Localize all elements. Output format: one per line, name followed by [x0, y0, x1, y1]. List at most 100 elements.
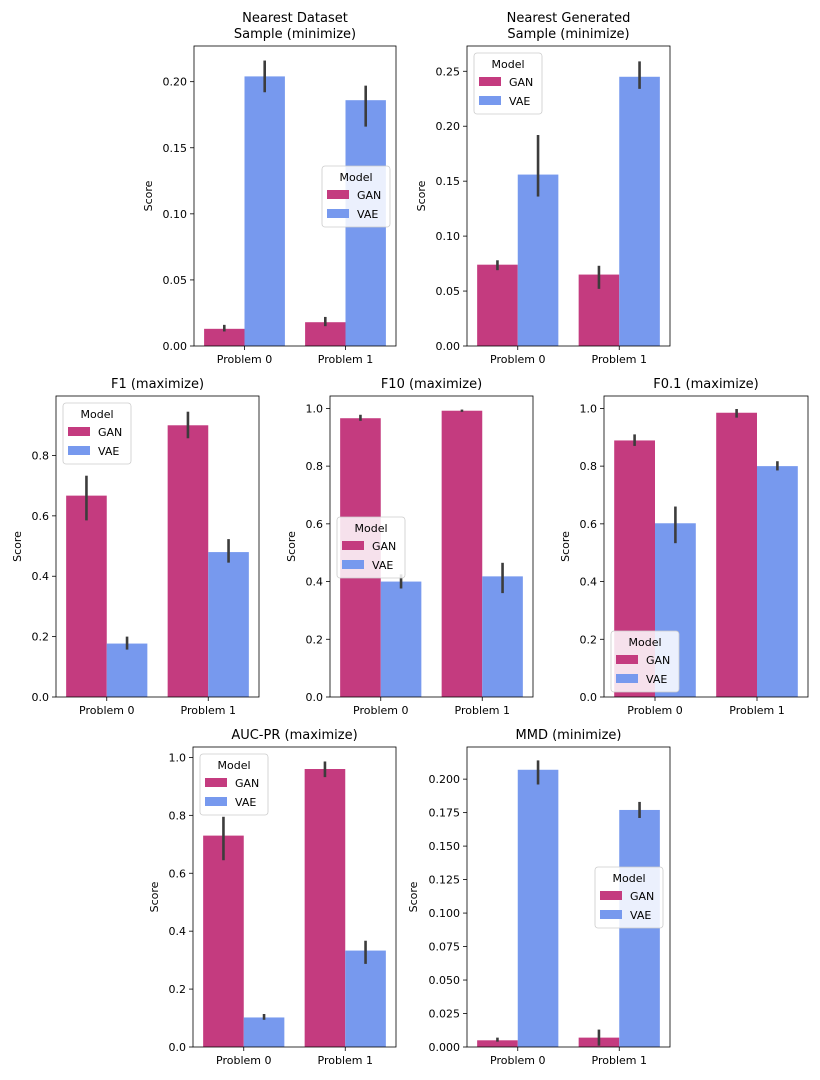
y-tick-label: 0.20 — [436, 120, 461, 133]
legend-swatch — [342, 560, 364, 569]
y-tick-label: 0.00 — [436, 340, 461, 353]
y-tick-label: 0.200 — [429, 773, 461, 786]
bar — [204, 328, 245, 346]
y-tick-label: 0.025 — [429, 1008, 461, 1021]
legend-label: GAN — [646, 654, 670, 667]
bar — [305, 322, 346, 346]
chart-title: Nearest Generated — [507, 11, 631, 26]
chart-panel: F10 (maximize) 0.0 0.2 0.4 0.6 0.8 1.0 Score Pro… — [285, 377, 534, 717]
bar — [167, 425, 209, 697]
legend: Model GAN VAE — [62, 402, 132, 465]
y-tick-label: 0.4 — [580, 576, 598, 589]
legend-title: Model — [612, 872, 645, 885]
legend-title: Model — [80, 408, 113, 421]
y-tick-label: 0.4 — [306, 576, 324, 589]
y-tick-label: 0.6 — [306, 518, 324, 531]
y-tick-label: 0.15 — [436, 175, 461, 188]
bar — [517, 769, 559, 1047]
legend-swatch — [616, 674, 638, 683]
legend-swatch — [205, 778, 227, 787]
x-tick-label: Problem 1 — [592, 353, 647, 366]
legend-swatch — [616, 655, 638, 664]
y-axis-label: Score — [415, 180, 428, 211]
bar — [441, 410, 483, 697]
y-axis-label: Score — [559, 531, 572, 562]
x-tick-label: Problem 1 — [318, 1054, 373, 1067]
y-tick-label: 0.125 — [429, 874, 461, 887]
chart-title: MMD (minimize) — [516, 728, 622, 743]
bar — [243, 1017, 285, 1047]
chart-title: F1 (maximize) — [111, 377, 204, 392]
x-tick-label: Problem 0 — [217, 353, 272, 366]
legend-label: VAE — [357, 208, 378, 221]
legend-label: GAN — [235, 777, 259, 790]
legend: Model GAN VAE — [321, 165, 391, 228]
y-tick-label: 0.6 — [32, 510, 50, 523]
legend-label: GAN — [509, 76, 533, 89]
plot-frame — [603, 395, 809, 698]
y-tick-label: 0.150 — [429, 840, 461, 853]
x-tick-label: Problem 1 — [729, 704, 784, 717]
y-tick-label: 0.8 — [169, 809, 187, 822]
bar — [380, 581, 422, 697]
legend: Model GAN VAE — [199, 753, 269, 816]
bar — [482, 576, 523, 697]
y-tick-label: 0.075 — [429, 941, 461, 954]
chart-panel: F0.1 (maximize) 0.0 0.2 0.4 0.6 0.8 1.0 Score Pr… — [559, 377, 809, 717]
bar — [106, 643, 148, 697]
y-tick-label: 0.175 — [429, 807, 461, 820]
legend-title: Model — [628, 636, 661, 649]
bar — [244, 76, 285, 346]
chart-title: AUC-PR (maximize) — [231, 728, 357, 743]
x-tick-label: Problem 1 — [318, 353, 373, 366]
legend-swatch — [479, 77, 501, 86]
y-tick-label: 0.05 — [163, 274, 188, 287]
y-tick-label: 1.0 — [580, 402, 598, 415]
bar — [716, 412, 757, 697]
x-tick-label: Problem 1 — [455, 704, 510, 717]
y-tick-label: 0.8 — [32, 449, 50, 462]
y-tick-label: 0.20 — [163, 76, 188, 89]
legend-title: Model — [217, 759, 250, 772]
legend-swatch — [600, 891, 622, 900]
legend-label: VAE — [98, 445, 119, 458]
x-tick-label: Problem 1 — [181, 704, 236, 717]
bar — [517, 174, 559, 346]
legend-label: VAE — [235, 796, 256, 809]
y-tick-label: 0.05 — [436, 285, 461, 298]
y-tick-label: 0.0 — [580, 691, 598, 704]
x-tick-label: Problem 0 — [490, 1054, 545, 1067]
chart-panel: AUC-PR (maximize) 0.0 0.2 0.4 0.6 0.8 1.0 Score… — [148, 728, 397, 1067]
y-tick-label: 0.2 — [32, 631, 50, 644]
y-tick-label: 0.4 — [32, 570, 50, 583]
plot-frame — [329, 395, 534, 698]
x-tick-label: Problem 0 — [627, 704, 682, 717]
legend-label: GAN — [357, 189, 381, 202]
chart-panel: MMD (minimize) 0.000 0.025 0.050 0.075 0.100 0… — [407, 728, 671, 1067]
legend-label: VAE — [630, 909, 651, 922]
bar — [619, 809, 660, 1047]
x-tick-label: Problem 1 — [592, 1054, 647, 1067]
plot-frame — [55, 395, 260, 698]
y-tick-label: 0.2 — [580, 633, 598, 646]
bar — [66, 495, 107, 697]
y-tick-label: 0.10 — [436, 230, 461, 243]
y-tick-label: 0.8 — [580, 460, 598, 473]
x-tick-label: Problem 0 — [353, 704, 408, 717]
y-tick-label: 0.0 — [32, 691, 50, 704]
legend-label: GAN — [630, 890, 654, 903]
y-tick-label: 0.050 — [429, 974, 461, 987]
legend-title: Model — [354, 522, 387, 535]
bar — [477, 1040, 518, 1047]
y-tick-label: 0.25 — [436, 65, 461, 78]
plot-frame — [192, 746, 397, 1048]
y-tick-label: 0.00 — [163, 340, 188, 353]
x-tick-label: Problem 0 — [216, 1054, 271, 1067]
chart-title: Nearest Dataset — [242, 11, 348, 26]
y-tick-label: 0.0 — [306, 691, 324, 704]
bar — [757, 466, 798, 697]
plot-frame — [193, 45, 397, 347]
y-tick-label: 1.0 — [169, 751, 187, 764]
bar — [345, 950, 386, 1047]
y-tick-label: 0.15 — [163, 142, 188, 155]
